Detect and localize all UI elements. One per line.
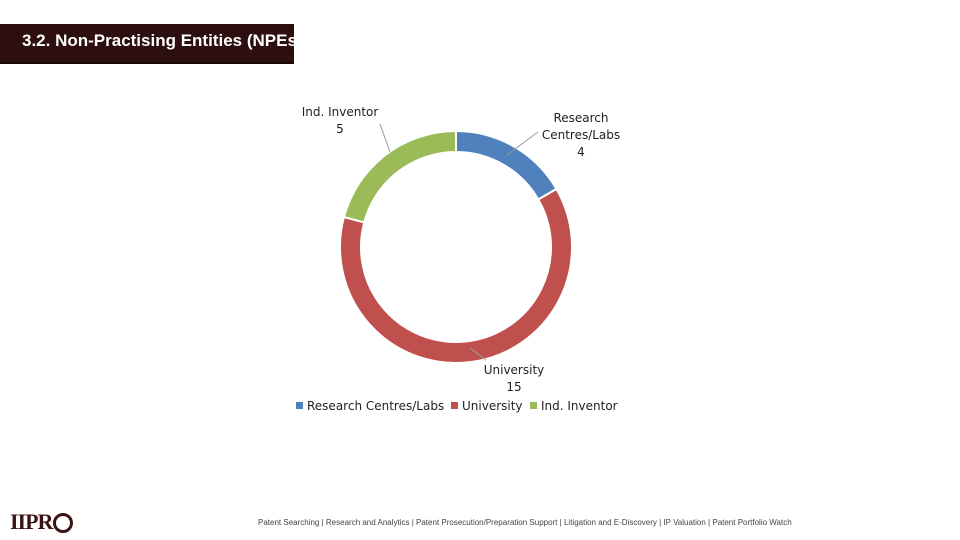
chart-slices [340, 131, 572, 363]
data-label-line: 4 [577, 145, 585, 159]
legend-label-research-centres-labs: Research Centres/Labs [307, 399, 444, 413]
legend-swatch-university [451, 402, 458, 409]
data-label-line: Research [553, 111, 608, 125]
logo-mark-icon [53, 513, 73, 533]
legend-swatch-research-centres-labs [296, 402, 303, 409]
footer-services: Patent Searching | Research and Analytic… [258, 518, 792, 527]
logo-text: IIPR [10, 509, 52, 535]
legend-swatch-ind-inventor [530, 402, 537, 409]
data-label-university: University 15 [484, 363, 545, 394]
legend-label-ind-inventor: Ind. Inventor [541, 399, 618, 413]
data-label-line: Ind. Inventor [302, 105, 379, 119]
data-label-line: University [484, 363, 545, 377]
data-label-line: 5 [336, 122, 344, 136]
slice-university [340, 189, 572, 363]
company-logo: IIPR [10, 508, 73, 536]
slice-ind-inventor [344, 131, 456, 222]
leader-line-ind-inventor [380, 124, 390, 152]
data-label-line: Centres/Labs [542, 128, 620, 142]
data-label-line: 15 [506, 380, 521, 394]
chart-legend: Research Centres/Labs University Ind. Inve… [296, 399, 618, 413]
legend-label-university: University [462, 399, 523, 413]
data-label-research-centres-labs: Research Centres/Labs 4 [542, 111, 620, 159]
data-label-ind-inventor: Ind. Inventor 5 [302, 105, 379, 136]
